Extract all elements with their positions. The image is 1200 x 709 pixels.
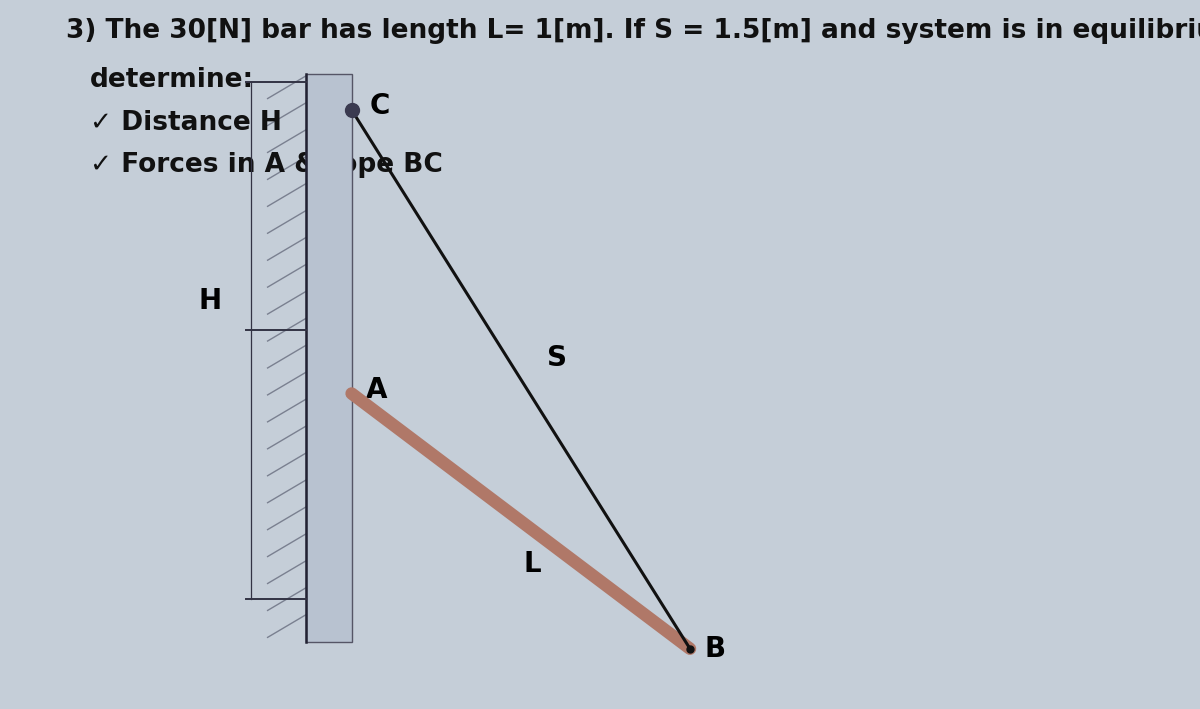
Text: ✓ Forces in A & rope BC: ✓ Forces in A & rope BC	[90, 152, 443, 179]
Text: 3) The 30[N] bar has length L= 1[m]. If S = 1.5[m] and system is in equilibrium: 3) The 30[N] bar has length L= 1[m]. If …	[66, 18, 1200, 44]
Text: determine:: determine:	[90, 67, 254, 94]
Text: H: H	[198, 287, 222, 316]
Text: S: S	[547, 344, 566, 372]
Text: ✓ Distance H: ✓ Distance H	[90, 110, 282, 136]
Text: B: B	[704, 635, 726, 663]
Bar	[306, 74, 352, 642]
Text: A: A	[366, 376, 388, 404]
Text: L: L	[524, 549, 541, 578]
Text: C: C	[370, 92, 390, 121]
